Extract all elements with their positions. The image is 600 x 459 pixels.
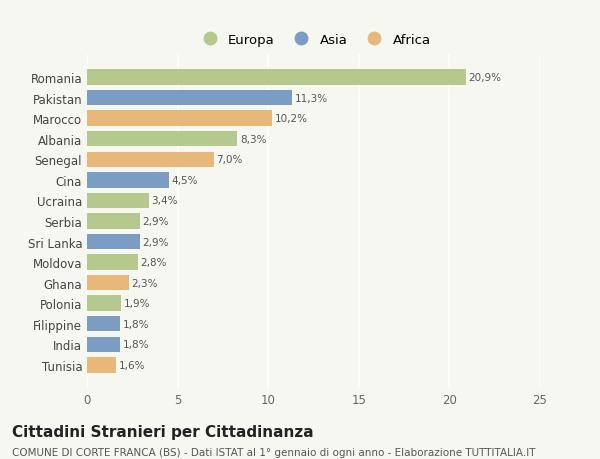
Text: 1,8%: 1,8% xyxy=(122,340,149,349)
Text: 7,0%: 7,0% xyxy=(217,155,243,165)
Text: 10,2%: 10,2% xyxy=(275,114,308,124)
Bar xyxy=(87,275,128,291)
Text: 20,9%: 20,9% xyxy=(469,73,502,83)
Bar xyxy=(87,234,140,250)
Text: 1,9%: 1,9% xyxy=(124,298,151,308)
Text: 8,3%: 8,3% xyxy=(240,134,266,145)
Bar xyxy=(87,173,169,188)
Legend: Europa, Asia, Africa: Europa, Asia, Africa xyxy=(191,28,436,52)
Text: 1,8%: 1,8% xyxy=(122,319,149,329)
Text: 2,9%: 2,9% xyxy=(142,217,169,226)
Bar xyxy=(87,132,238,147)
Text: 3,4%: 3,4% xyxy=(151,196,178,206)
Text: COMUNE DI CORTE FRANCA (BS) - Dati ISTAT al 1° gennaio di ogni anno - Elaborazio: COMUNE DI CORTE FRANCA (BS) - Dati ISTAT… xyxy=(12,448,536,458)
Bar xyxy=(87,358,116,373)
Bar xyxy=(87,70,466,85)
Bar xyxy=(87,316,119,332)
Bar xyxy=(87,214,140,229)
Text: 2,8%: 2,8% xyxy=(140,257,167,268)
Bar xyxy=(87,111,272,127)
Text: 2,3%: 2,3% xyxy=(131,278,158,288)
Bar xyxy=(87,152,214,168)
Bar xyxy=(87,337,119,352)
Bar xyxy=(87,91,292,106)
Text: 2,9%: 2,9% xyxy=(142,237,169,247)
Text: 11,3%: 11,3% xyxy=(295,94,328,103)
Bar xyxy=(87,255,138,270)
Bar xyxy=(87,193,149,209)
Text: 4,5%: 4,5% xyxy=(171,175,198,185)
Text: Cittadini Stranieri per Cittadinanza: Cittadini Stranieri per Cittadinanza xyxy=(12,425,314,440)
Bar xyxy=(87,296,121,311)
Text: 1,6%: 1,6% xyxy=(119,360,145,370)
